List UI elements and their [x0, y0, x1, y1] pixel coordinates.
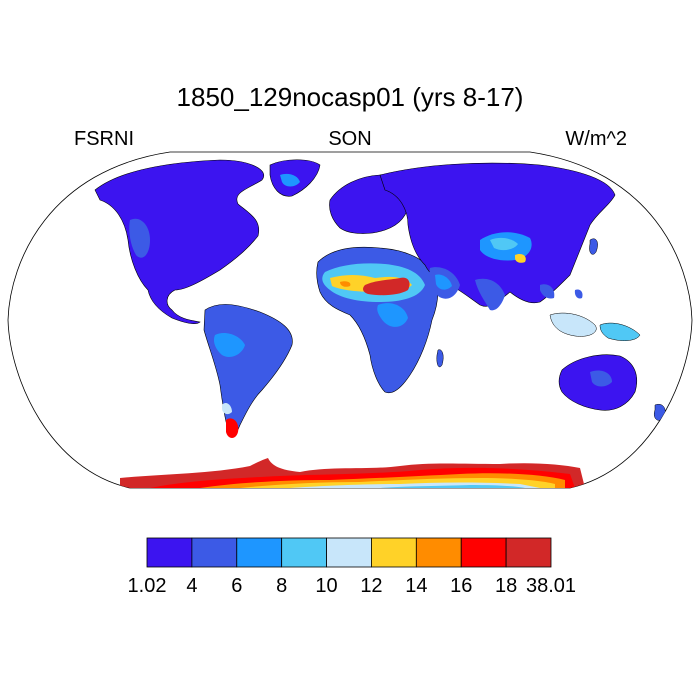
colorbar-tick-label: 16 [450, 575, 473, 597]
indonesia [549, 312, 597, 337]
colorbar-tick-label: 1.02 [127, 575, 167, 597]
variable-label: FSRNI [74, 128, 134, 150]
units-label: W/m^2 [565, 128, 627, 150]
colorbar-swatch [460, 537, 507, 568]
madagascar [436, 349, 444, 368]
north-america-west [129, 218, 150, 258]
colorbar-tick-label: 12 [360, 575, 383, 597]
colorbar-tick-label: 14 [405, 575, 428, 597]
colorbar-swatch [371, 537, 417, 568]
colorbar-swatch [146, 537, 193, 568]
antarctica [120, 458, 585, 488]
india [475, 278, 505, 311]
colorbar-swatch [415, 537, 462, 568]
colorbar-swatch [236, 537, 283, 568]
colorbar-tick-label: 10 [315, 575, 338, 597]
north-america [94, 159, 264, 324]
season-label: SON [328, 128, 372, 150]
colorbar-tick-label: 6 [231, 575, 243, 597]
colorbar-swatch [191, 537, 238, 568]
colorbar-swatch [505, 537, 552, 568]
plot-title: 1850_129nocasp01 (yrs 8-17) [176, 82, 524, 112]
colorbar-tick-label: 8 [276, 575, 288, 597]
colorbar-tick-label: 4 [186, 575, 198, 597]
colorbar-swatch [326, 537, 372, 568]
colorbar-tick-label: 18 [494, 575, 518, 597]
colorbar-swatch [281, 537, 327, 568]
colorbar-tick-label: 38.01 [525, 575, 577, 597]
japan [589, 238, 598, 255]
